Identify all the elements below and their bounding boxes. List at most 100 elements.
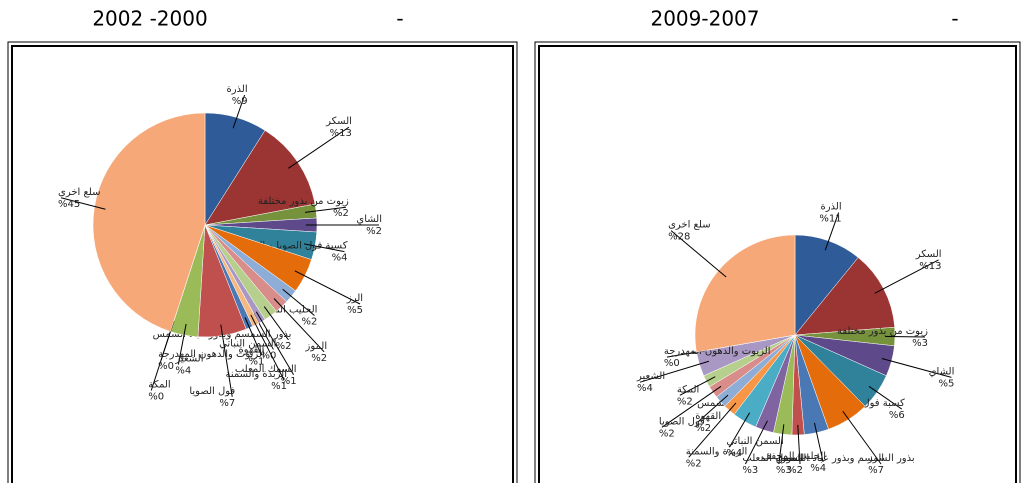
slice-label: سلع اخرى — [668, 220, 711, 231]
slice-label: السكر — [325, 116, 352, 127]
value-label: %2 — [787, 465, 803, 476]
slice-label: الشاي — [929, 366, 955, 377]
leader-line — [220, 324, 233, 397]
slice-label: المكة — [148, 379, 171, 390]
slice-label: زيوت من بذور مختلفة — [837, 326, 928, 337]
value-label: %1 — [281, 376, 297, 387]
leader-line — [688, 402, 737, 458]
value-label: %1 — [271, 381, 287, 392]
leader-line — [697, 394, 729, 423]
value-label: %0 — [664, 358, 680, 369]
leader-line — [288, 126, 350, 169]
leader-line — [813, 422, 824, 463]
value-label: %0 — [158, 361, 174, 372]
value-label: %2 — [677, 396, 693, 407]
slice-label: الزبدة والسمنة — [225, 369, 287, 380]
slice-label: المكة — [677, 384, 700, 395]
leader-line — [60, 197, 106, 210]
value-label: %6 — [889, 410, 905, 421]
chart-subtitle: - — [396, 7, 403, 31]
pie-slice — [92, 112, 206, 332]
value-label: %5 — [938, 378, 954, 389]
value-label: %13 — [919, 261, 941, 272]
slice-label: القهوة — [695, 411, 721, 422]
value-label: %4 — [637, 383, 653, 394]
slice-label: الشاي — [356, 214, 382, 225]
leader-line — [263, 306, 289, 341]
frame — [11, 45, 514, 483]
value-label: %2 — [311, 353, 327, 364]
value-label: %7 — [868, 465, 884, 476]
value-label: %3 — [776, 465, 792, 476]
value-label: %2 — [366, 226, 382, 237]
leader-line — [244, 317, 262, 356]
leader-line — [679, 376, 716, 396]
slice-label: سلع اخرى — [58, 187, 101, 198]
leader-line — [874, 259, 939, 294]
slice-label: القهوة — [238, 344, 264, 355]
value-label: %2 — [695, 423, 711, 434]
leader-line — [824, 212, 840, 251]
slice-label: الرز — [346, 293, 363, 304]
value-label: %5 — [347, 305, 363, 316]
value-label: %4 — [332, 253, 348, 264]
leader-line — [294, 270, 361, 305]
value-label: %2 — [686, 458, 702, 469]
value-label: %2 — [302, 317, 318, 328]
leader-line — [728, 412, 751, 448]
leader-line — [304, 206, 346, 213]
leader-line — [232, 94, 246, 129]
chart-subtitle: - — [951, 7, 958, 31]
value-label: %11 — [819, 214, 841, 225]
leader-line — [670, 230, 727, 278]
slice-label: الذرة — [226, 84, 247, 95]
leader-line — [661, 385, 722, 428]
value-label: %28 — [668, 232, 690, 243]
slice-label: السمن النباتي — [726, 436, 783, 447]
leader-line — [797, 424, 801, 465]
leader-line — [884, 335, 925, 338]
leader-line — [868, 385, 903, 410]
value-label: %3 — [742, 465, 758, 476]
slice-label: الحليب المجفف — [761, 451, 826, 462]
value-label: %0 — [148, 391, 164, 402]
frame — [7, 41, 518, 483]
leader-line — [177, 323, 187, 365]
leader-line — [250, 314, 285, 381]
value-label: %4 — [810, 463, 826, 474]
slice-label: الشعير — [174, 353, 203, 364]
value-label: %2 — [659, 428, 675, 439]
value-label: %2 — [276, 341, 292, 352]
value-label: %1 — [249, 356, 265, 367]
slice-label: الرز — [867, 453, 884, 464]
leader-line — [255, 311, 295, 376]
leader-line — [881, 358, 952, 378]
pie-slice — [694, 234, 796, 353]
slice-label: السمك المعلب — [235, 364, 297, 375]
slice-label: فول الصويا — [659, 416, 705, 427]
slice-label: زيوت من بذور مختلفة — [258, 196, 349, 207]
leader-line — [282, 288, 315, 316]
value-label: %4 — [175, 365, 191, 376]
slice-label: الموز — [780, 453, 803, 464]
slice-label: الموز — [305, 341, 328, 352]
leader-line — [273, 298, 325, 353]
leader-line — [778, 424, 785, 465]
slice-label: بذور السمسم وبذور عباد الشمس — [776, 453, 915, 464]
slice-label: فول الصويا — [189, 386, 235, 397]
value-label: %0 — [261, 350, 277, 361]
value-label: %3 — [912, 338, 928, 349]
leader-line — [303, 243, 345, 253]
slice-label: الذرة — [820, 202, 841, 213]
frame — [538, 45, 1017, 483]
value-label: %4 — [726, 448, 742, 459]
value-label: %45 — [58, 199, 80, 210]
value-label: %2 — [333, 208, 349, 219]
slice-label: السمك المعلب — [742, 453, 804, 464]
value-label: %13 — [330, 128, 352, 139]
slice-label: الزبدة والسمنة — [686, 446, 748, 457]
slice-label: الزيوت والدهون المهدرجة — [664, 346, 771, 357]
slice-label: السكر — [915, 249, 942, 260]
slice-label: الشعير — [636, 371, 665, 382]
